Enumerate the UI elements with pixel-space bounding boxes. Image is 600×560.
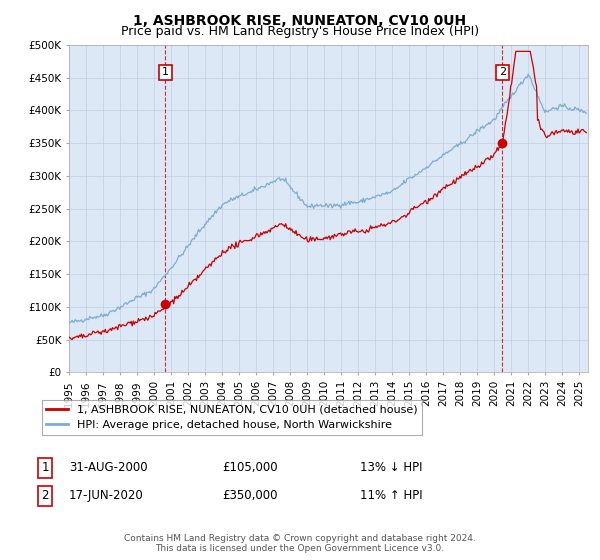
Text: £105,000: £105,000 xyxy=(222,461,278,474)
Text: 1: 1 xyxy=(41,461,49,474)
Text: 1: 1 xyxy=(162,67,169,77)
Text: 2: 2 xyxy=(41,489,49,502)
Text: £350,000: £350,000 xyxy=(222,489,277,502)
Text: Price paid vs. HM Land Registry's House Price Index (HPI): Price paid vs. HM Land Registry's House … xyxy=(121,25,479,38)
Text: 17-JUN-2020: 17-JUN-2020 xyxy=(69,489,144,502)
Legend: 1, ASHBROOK RISE, NUNEATON, CV10 0UH (detached house), HPI: Average price, detac: 1, ASHBROOK RISE, NUNEATON, CV10 0UH (de… xyxy=(41,400,422,435)
Text: Contains HM Land Registry data © Crown copyright and database right 2024.
This d: Contains HM Land Registry data © Crown c… xyxy=(124,534,476,553)
Text: 2: 2 xyxy=(499,67,506,77)
Text: 13% ↓ HPI: 13% ↓ HPI xyxy=(360,461,422,474)
Text: 11% ↑ HPI: 11% ↑ HPI xyxy=(360,489,422,502)
Text: 31-AUG-2000: 31-AUG-2000 xyxy=(69,461,148,474)
Text: 1, ASHBROOK RISE, NUNEATON, CV10 0UH: 1, ASHBROOK RISE, NUNEATON, CV10 0UH xyxy=(133,14,467,28)
